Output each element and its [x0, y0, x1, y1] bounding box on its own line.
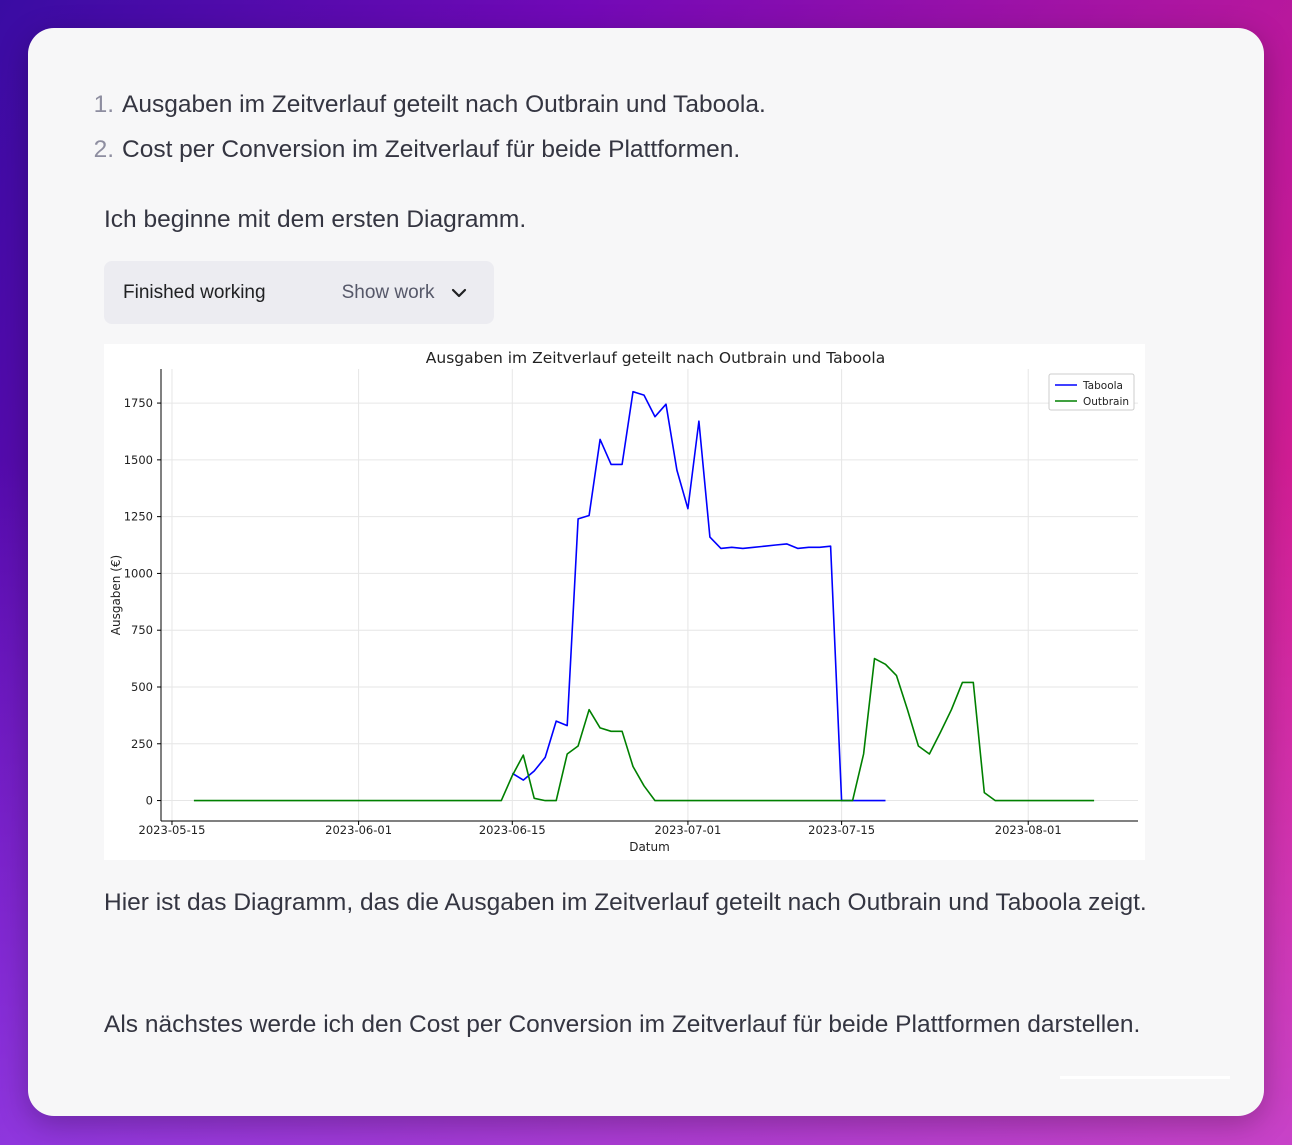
y-tick-label: 1250	[124, 510, 153, 524]
chart-image: 2023-05-15 2023-06-01 2023-06-15 2023-07-01…	[104, 344, 1145, 860]
y-tick-label: 1000	[124, 566, 153, 580]
x-tick-label: 2023-06-15	[479, 823, 546, 837]
y-tick-label: 500	[131, 680, 153, 694]
paragraph-intro: Ich beginne mit dem ersten Diagramm.	[104, 206, 527, 233]
paragraph-after-chart: Hier ist das Diagramm, das die Ausgaben …	[104, 889, 1147, 916]
chart-title: Ausgaben im Zeitverlauf geteilt nach Out…	[426, 349, 885, 367]
x-tick-label: 2023-05-15	[139, 823, 206, 837]
list-text: Cost per Conversion im Zeitverlauf für b…	[122, 135, 741, 163]
x-tick-label: 2023-08-01	[995, 823, 1062, 837]
chat-message-card: 1. Ausgaben im Zeitverlauf geteilt nach …	[28, 28, 1264, 1116]
spending-chart: 2023-05-15 2023-06-01 2023-06-15 2023-07-01…	[109, 349, 1138, 854]
list-text: Ausgaben im Zeitverlauf geteilt nach Out…	[122, 90, 766, 118]
y-tick-label: 750	[131, 623, 153, 637]
work-status-label: Finished working	[123, 281, 266, 303]
series-line-outbrain	[193, 657, 1095, 802]
x-tick-label: 2023-07-15	[808, 823, 875, 837]
chevron-down-icon[interactable]	[449, 283, 469, 303]
work-status-box[interactable]: Finished working Show work	[104, 261, 494, 324]
paragraph-next-step: Als nächstes werde ich den Cost per Conv…	[104, 1011, 1141, 1038]
y-axis-label: Ausgaben (€)	[109, 555, 123, 635]
y-tick-label: 1500	[124, 453, 153, 467]
x-tick-label: 2023-07-01	[654, 823, 721, 837]
y-tick-label: 0	[146, 794, 153, 808]
list-number: 2.	[93, 135, 114, 163]
y-tick-label: 1750	[124, 396, 153, 410]
list-item: 1. Ausgaben im Zeitverlauf geteilt nach …	[80, 82, 766, 127]
legend-label: Outbrain	[1083, 396, 1129, 408]
list-item: 2. Cost per Conversion im Zeitverlauf fü…	[80, 127, 766, 172]
x-axis-label: Datum	[629, 840, 670, 854]
series-line-taboola	[511, 390, 886, 802]
show-work-button[interactable]: Show work	[341, 281, 435, 303]
y-tick-label: 250	[131, 737, 153, 751]
list-number: 1.	[93, 90, 114, 118]
fade-divider	[1060, 1076, 1230, 1079]
x-tick-label: 2023-06-01	[325, 823, 392, 837]
intro-list: 1. Ausgaben im Zeitverlauf geteilt nach …	[80, 82, 766, 172]
legend-label: Taboola	[1082, 380, 1123, 392]
